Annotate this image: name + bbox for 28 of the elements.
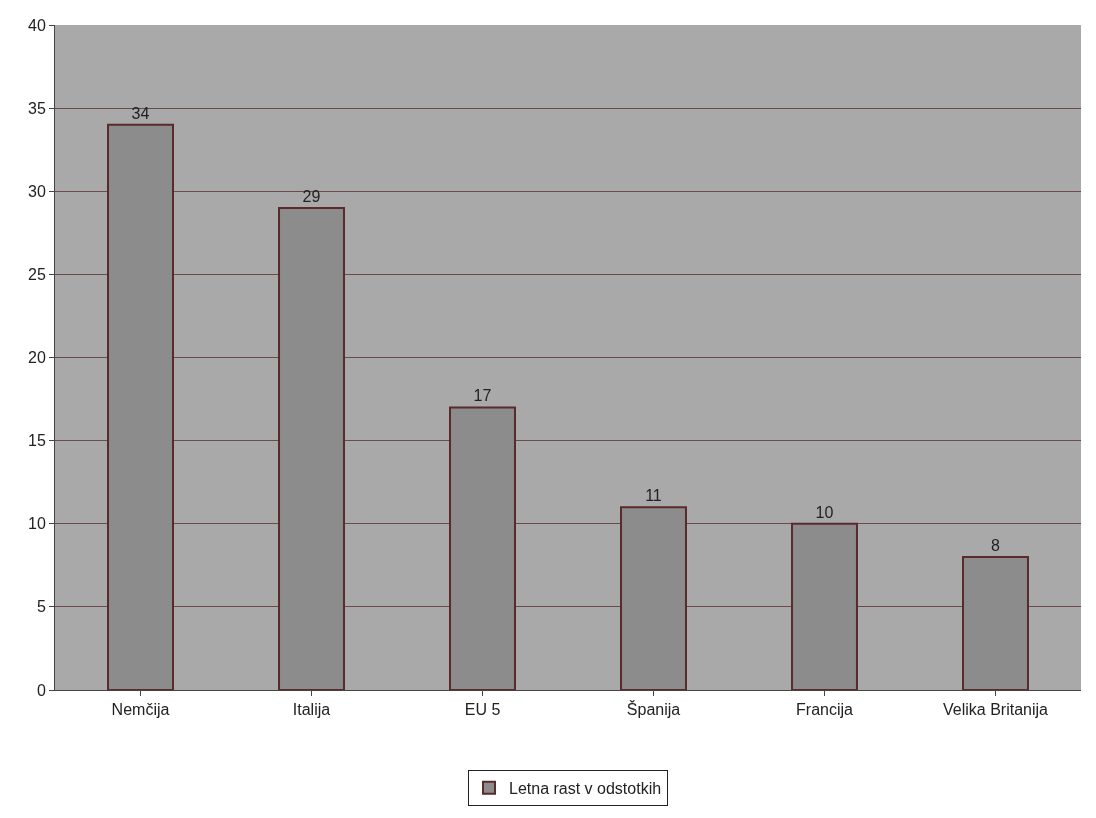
- bar: [278, 206, 345, 690]
- data-label: 8: [991, 537, 1000, 554]
- x-tick-label: Španija: [626, 700, 681, 719]
- data-label: 17: [473, 387, 492, 405]
- bar: [620, 506, 687, 690]
- x-tick-label: Francija: [796, 701, 854, 719]
- y-tick-label: 25: [28, 265, 46, 283]
- y-tick-label: 10: [28, 515, 46, 533]
- y-tick-label: 5: [36, 598, 46, 616]
- x-tick-label: Nemčija: [111, 701, 170, 719]
- legend-label: Letna rast v odstotkih: [509, 779, 662, 797]
- x-tick-label: Velika Britanija: [943, 701, 1049, 719]
- bar: [107, 123, 174, 690]
- x-tick-label: EU 5: [464, 701, 501, 719]
- x-tick-label: Italija: [292, 701, 331, 719]
- data-label: 10: [815, 503, 834, 521]
- data-label: 29: [302, 187, 321, 205]
- y-tick-label: 40: [28, 16, 46, 34]
- bar: [791, 522, 858, 690]
- bar: [449, 406, 516, 690]
- y-tick-label: 15: [28, 432, 46, 450]
- bar: [962, 556, 1029, 690]
- data-label: 11: [645, 487, 662, 505]
- y-tick-label: 20: [28, 349, 46, 367]
- y-tick-label: 0: [36, 681, 46, 699]
- y-tick-label: 35: [28, 99, 46, 117]
- data-label: 34: [131, 104, 150, 122]
- y-tick-label: 30: [28, 182, 46, 200]
